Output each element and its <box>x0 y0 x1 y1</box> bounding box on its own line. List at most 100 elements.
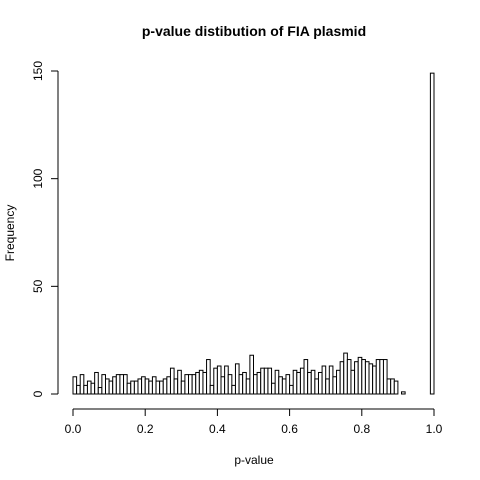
histogram-bar <box>242 371 247 395</box>
x-tick-label: 0.8 <box>353 422 370 436</box>
histogram-bar <box>296 371 301 395</box>
y-axis-label: Frequency <box>3 205 17 262</box>
histogram-bar <box>325 378 330 395</box>
histogram-bar <box>198 369 204 395</box>
x-axis-ticks: 0.0 0.2 0.4 0.6 0.8 1.0 <box>65 409 443 436</box>
histogram-bar <box>234 363 240 395</box>
histogram-bar <box>357 356 363 395</box>
histogram-bar <box>108 380 114 395</box>
histogram-bar <box>86 380 92 395</box>
histogram-bar <box>155 380 161 395</box>
histogram-bar <box>321 365 327 395</box>
histogram-bar <box>195 371 200 395</box>
histogram-bar <box>346 359 352 395</box>
histogram-bar <box>386 378 392 395</box>
y-tick-label: 150 <box>31 61 45 81</box>
histogram-bar <box>256 371 262 395</box>
histogram-bar <box>130 380 135 395</box>
histogram-bar <box>227 374 233 395</box>
x-tick-label: 0.2 <box>137 422 154 436</box>
histogram-bar <box>354 361 359 395</box>
y-tick-label: 0 <box>31 390 45 397</box>
histogram-bar <box>382 359 388 395</box>
histogram-bar <box>180 380 186 395</box>
histogram-bar <box>253 374 258 395</box>
histogram-bar <box>249 354 254 395</box>
histogram-bar <box>101 374 106 395</box>
histogram-bar <box>278 376 283 395</box>
histogram-bar <box>72 376 78 395</box>
histogram-bar <box>202 371 208 395</box>
histogram-bar <box>112 376 117 395</box>
histogram-bar <box>90 382 96 395</box>
histogram-bar <box>144 378 150 395</box>
histogram-bar <box>368 363 374 395</box>
histogram-bar <box>94 371 99 395</box>
histogram-bar <box>379 359 384 395</box>
histogram-bar <box>213 367 218 395</box>
histogram-bar <box>231 384 236 395</box>
histogram-bar <box>141 376 146 395</box>
histogram-bar <box>364 361 370 395</box>
y-tick-label: 100 <box>31 168 45 188</box>
histogram-bar <box>148 380 153 395</box>
x-axis-label: p-value <box>234 453 274 467</box>
histogram-bar <box>299 367 305 395</box>
histogram-bar <box>303 359 309 395</box>
histogram-bar <box>343 352 348 395</box>
histogram-bar <box>350 369 356 395</box>
histogram-bar <box>173 378 179 395</box>
histogram-bar <box>289 384 294 395</box>
histogram-bar <box>162 378 168 395</box>
histogram-bar <box>133 380 139 395</box>
histogram-bar <box>332 376 338 395</box>
histogram-bar <box>123 374 128 395</box>
histogram-bar <box>314 378 319 395</box>
histogram-bar <box>76 384 81 395</box>
histogram-bar <box>336 369 341 395</box>
histogram-bar <box>285 374 291 395</box>
histogram-bar <box>191 374 197 395</box>
histogram-bar <box>375 359 381 395</box>
histogram-bar <box>307 371 312 395</box>
histogram-bar <box>159 380 164 395</box>
histogram-bar <box>260 367 265 395</box>
histogram-bar <box>274 369 280 395</box>
histogram-bar <box>310 369 316 395</box>
histogram-bar <box>188 374 193 395</box>
histogram-bar <box>401 391 406 395</box>
histogram-bar <box>177 369 182 395</box>
histogram-bar <box>137 378 143 395</box>
histogram-bar <box>263 367 269 395</box>
x-tick-label: 1.0 <box>426 422 443 436</box>
histogram-bar <box>206 359 211 395</box>
histogram-bar <box>209 384 215 395</box>
histogram-bar <box>115 374 121 395</box>
histogram-bar <box>372 365 377 395</box>
histogram-bar <box>328 365 334 395</box>
histogram-bar <box>267 367 273 395</box>
y-tick-label: 50 <box>31 279 45 293</box>
histogram-bar <box>83 384 88 395</box>
histogram-bar <box>220 376 226 395</box>
histogram-bar <box>119 374 125 395</box>
histogram-bar <box>361 359 366 395</box>
bar-group <box>72 72 435 395</box>
histogram-bar <box>317 371 323 395</box>
histogram-bar <box>151 376 157 395</box>
x-tick-label: 0.0 <box>65 422 82 436</box>
histogram-bar <box>429 72 435 395</box>
histogram-bar <box>271 382 276 395</box>
x-tick-label: 0.4 <box>209 422 226 436</box>
histogram-bar <box>238 374 244 395</box>
histogram-bar <box>281 378 287 395</box>
histogram-bar <box>97 387 103 395</box>
x-tick-label: 0.6 <box>281 422 298 436</box>
y-axis-ticks: 0 50 100 150 <box>31 61 58 397</box>
histogram-bar <box>169 367 175 395</box>
histogram-bar <box>166 376 171 395</box>
histogram-bar <box>79 374 85 395</box>
histogram-bar <box>339 361 345 395</box>
histogram-bar <box>126 382 132 395</box>
